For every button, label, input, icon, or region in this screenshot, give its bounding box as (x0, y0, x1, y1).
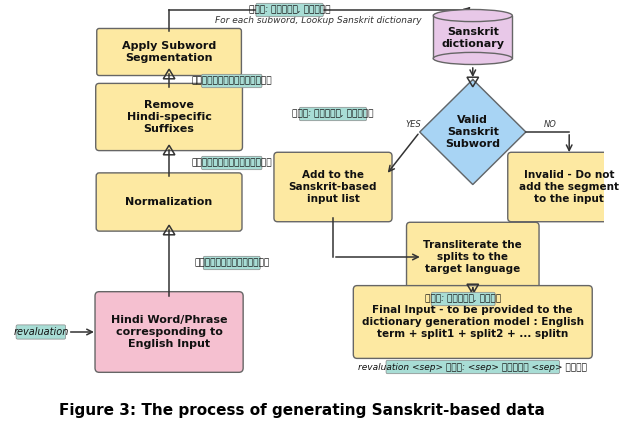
FancyBboxPatch shape (274, 152, 392, 222)
Text: पुनर्मूल्यांकन: पुनर्मूल्यांकन (194, 259, 269, 268)
Text: ಫುನ: ಮೂಳ್ಳ, ಅಂಕನ: ಫುನ: ಮೂಳ್ಳ, ಅಂಕನ (425, 295, 501, 303)
Bar (433, 16, 512, 59)
Text: Invalid - Do not
add the segment
to the input: Invalid - Do not add the segment to the … (519, 170, 619, 203)
Text: NO: NO (543, 119, 557, 129)
Text: पुनर्मूल्याङ्कन: पुनर्मूल्याङ्कन (192, 76, 272, 86)
FancyBboxPatch shape (256, 3, 323, 17)
Text: Add to the
Sanskrit-based
input list: Add to the Sanskrit-based input list (289, 170, 377, 203)
Ellipse shape (433, 10, 512, 22)
Text: Final Input - to be provided to the
dictionary generation model : English
term +: Final Input - to be provided to the dict… (362, 306, 584, 338)
Text: Normalization: Normalization (125, 197, 213, 207)
Text: revaluation <sep> ಫುನ: <sep> ಮೂಳ್ಳ <sep> ಅಂಕನ: revaluation <sep> ಫುನ: <sep> ಮೂಳ್ಳ <sep>… (358, 362, 587, 371)
Text: Sanskrit
dictionary: Sanskrit dictionary (441, 27, 505, 49)
FancyBboxPatch shape (431, 292, 495, 306)
Polygon shape (420, 79, 526, 184)
FancyBboxPatch shape (96, 173, 242, 231)
Text: Valid
Sanskrit
Subword: Valid Sanskrit Subword (445, 115, 500, 149)
Text: Apply Subword
Segmentation: Apply Subword Segmentation (122, 41, 216, 63)
FancyBboxPatch shape (95, 292, 243, 372)
Ellipse shape (433, 52, 512, 65)
FancyBboxPatch shape (96, 84, 242, 151)
Text: Hindi Word/Phrase
corresponding to
English Input: Hindi Word/Phrase corresponding to Engli… (111, 315, 227, 349)
Text: Figure 3: The process of generating Sanskrit-based data: Figure 3: The process of generating Sans… (59, 403, 545, 417)
FancyBboxPatch shape (202, 74, 262, 88)
Text: पुनर्मूल्याङ्कन: पुनर्मूल्याङ्कन (192, 159, 272, 168)
Text: Transliterate the
splits to the
target language: Transliterate the splits to the target l… (423, 241, 522, 273)
FancyBboxPatch shape (353, 286, 592, 358)
FancyBboxPatch shape (386, 360, 560, 374)
FancyBboxPatch shape (202, 156, 262, 170)
Text: पुन: मूल्य, अङ्कन: पुन: मूल्य, अङ्कन (292, 109, 374, 119)
Text: Remove
Hindi-specific
Suffixes: Remove Hindi-specific Suffixes (126, 100, 212, 134)
FancyBboxPatch shape (16, 325, 66, 339)
FancyBboxPatch shape (299, 107, 367, 121)
Text: For each subword, Lookup Sanskrit dictionary: For each subword, Lookup Sanskrit dictio… (215, 16, 422, 24)
Text: पुन: मूल्य, अङ्कन: पुन: मूल्य, अङ्कन (249, 5, 331, 14)
FancyBboxPatch shape (203, 256, 260, 270)
Text: YES: YES (405, 119, 421, 129)
Text: revaluation: revaluation (13, 327, 68, 337)
FancyBboxPatch shape (508, 152, 626, 222)
FancyBboxPatch shape (97, 28, 242, 76)
FancyBboxPatch shape (406, 222, 539, 292)
